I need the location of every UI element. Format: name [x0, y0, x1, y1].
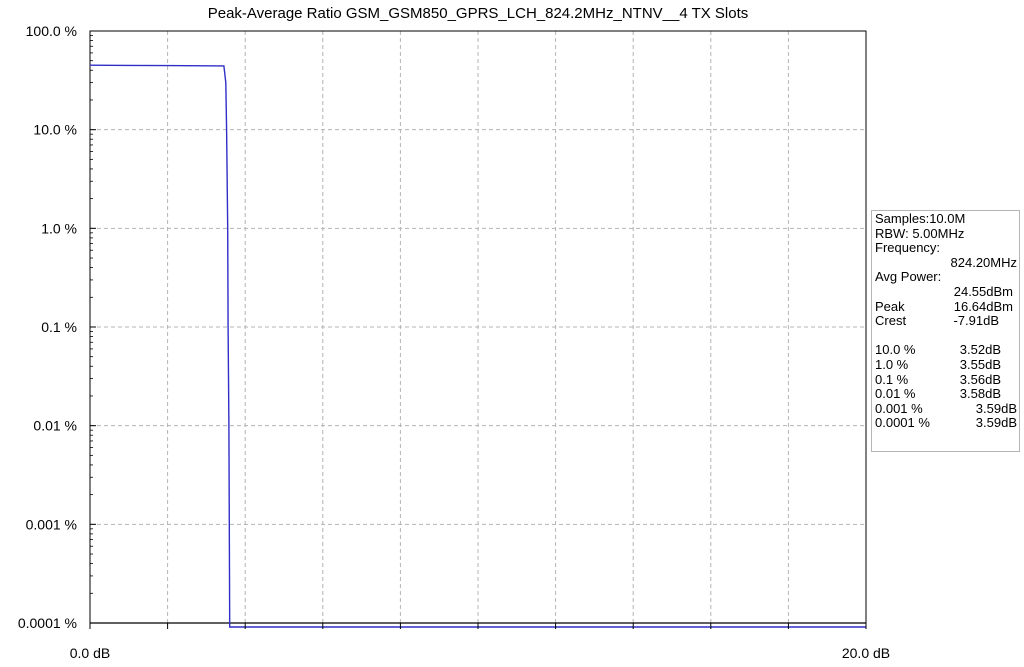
y-axis: 100.0 % 10.0 % 1.0 % 0.1 % 0.01 % 0.001 % 0.00… [18, 23, 96, 631]
ccdf-row: 10.0 % 3.52dB [875, 343, 1019, 358]
y-tick-label: 0.0001 % [18, 615, 77, 631]
frequency-label: Frequency: [875, 241, 940, 256]
ccdf-row: 1.0 % 3.55dB [875, 358, 1019, 373]
avg-power-value: 24.55dBm [954, 285, 1013, 300]
avg-power-label: Avg Power: [875, 270, 941, 285]
y-tick-label: 0.001 % [26, 516, 77, 532]
crest-label: Crest [875, 314, 906, 329]
x-tick-label: 0.0 dB [70, 645, 110, 661]
y-tick-label: 0.1 % [41, 319, 77, 335]
peak-label: Peak [875, 300, 905, 315]
samples-row: Samples:10.0M [875, 212, 1019, 227]
ccdf-row: 0.01 % 3.58dB [875, 387, 1019, 402]
y-tick-label: 0.01 % [33, 418, 77, 434]
ccdf-percent: 1.0 % [875, 358, 908, 373]
avg-power-label-row: Avg Power: [875, 270, 1019, 285]
crest-row: Crest -7.91dB [875, 314, 1019, 329]
ccdf-db: 3.52dB [960, 343, 1001, 358]
ccdf-row: 0.001 % 3.59dB [875, 402, 1019, 417]
ccdf-percent: 0.0001 % [875, 416, 930, 431]
ccdf-db: 3.59dB [976, 416, 1017, 431]
grid-lines [90, 31, 866, 623]
y-tick-label: 100.0 % [26, 23, 77, 39]
crest-value: -7.91dB [953, 314, 999, 329]
ccdf-db: 3.58dB [960, 387, 1001, 402]
frequency-value-row: 824.20MHz [875, 256, 1019, 271]
rbw-row: RBW: 5.00MHz [875, 227, 1019, 242]
ccdf-db: 3.55dB [960, 358, 1001, 373]
frequency-label-row: Frequency: [875, 241, 1019, 256]
ccdf-db: 3.59dB [976, 402, 1017, 417]
peak-row: Peak 16.64dBm [875, 300, 1019, 315]
chart-title: Peak-Average Ratio GSM_GSM850_GPRS_LCH_8… [90, 5, 866, 22]
measurement-info-box: Samples:10.0M RBW: 5.00MHz Frequency: 82… [871, 210, 1020, 452]
ccdf-percent: 10.0 % [875, 343, 915, 358]
ccdf-db: 3.56dB [960, 373, 1001, 388]
frequency-value: 824.20MHz [951, 256, 1017, 271]
samples-text: Samples:10.0M [875, 212, 965, 227]
avg-power-value-row: 24.55dBm [875, 285, 1019, 300]
ccdf-row: 0.1 % 3.56dB [875, 373, 1019, 388]
ccdf-percent: 0.01 % [875, 387, 915, 402]
ccdf-row: 0.0001 % 3.59dB [875, 416, 1019, 431]
x-tick-label: 20.0 dB [842, 645, 890, 661]
ccdf-percent: 0.1 % [875, 373, 908, 388]
peak-value: 16.64dBm [954, 300, 1013, 315]
y-tick-label: 10.0 % [33, 122, 77, 138]
x-axis: 0.0 dB 20.0 dB [70, 623, 890, 661]
y-tick-label: 1.0 % [41, 220, 77, 236]
ccdf-percent: 0.001 % [875, 402, 923, 417]
rbw-text: RBW: 5.00MHz [875, 227, 964, 242]
